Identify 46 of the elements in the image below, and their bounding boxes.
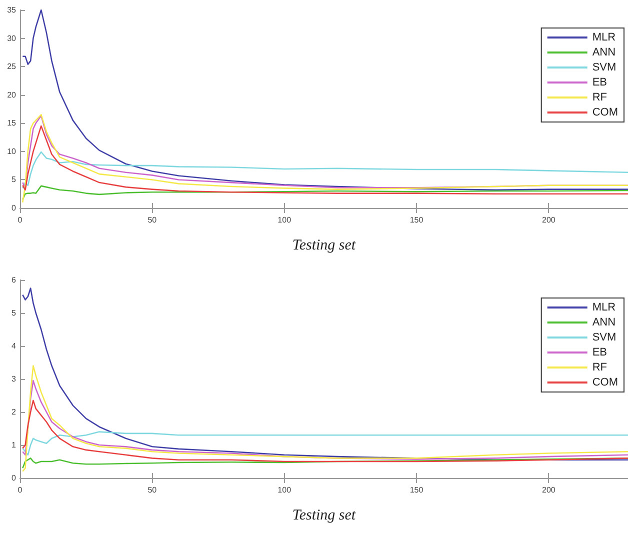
y-tick-label: 3 — [12, 374, 17, 384]
legend-label: RF — [592, 362, 608, 374]
legend-label: SVM — [592, 332, 616, 344]
line-series — [22, 151, 628, 189]
legend-label: SVM — [592, 62, 616, 74]
line-series — [22, 185, 628, 200]
x-axis-title: Testing set — [292, 238, 356, 254]
y-tick-label: 2 — [12, 408, 17, 416]
x-axis-title: Testing set — [292, 508, 356, 524]
x-tick-label: 100 — [278, 486, 292, 494]
line-series — [22, 400, 628, 462]
x-tick-label: 0 — [18, 216, 23, 224]
y-tick-label: 5 — [12, 308, 17, 318]
y-tick-label: 0 — [12, 474, 17, 482]
x-tick-label: 200 — [542, 216, 556, 224]
legend-label: MLR — [592, 32, 616, 44]
x-tick-label: 0 — [18, 486, 23, 494]
line-series — [22, 431, 628, 456]
y-tick-label: 30 — [7, 34, 17, 43]
legend-label: EB — [592, 346, 608, 358]
line-series — [22, 9, 628, 191]
y-tick-label: 0 — [12, 204, 17, 212]
legend-label: EB — [592, 76, 608, 88]
line-series — [22, 114, 628, 203]
x-tick-label: 50 — [148, 216, 158, 224]
legend-label: ANN — [592, 46, 616, 58]
x-tick-label: 100 — [278, 216, 292, 224]
legend-label: COM — [592, 106, 618, 118]
y-tick-label: 20 — [7, 90, 17, 100]
y-tick-label: 10 — [7, 146, 17, 156]
y-tick-label: 15 — [7, 118, 17, 128]
x-tick-label: 150 — [410, 216, 424, 224]
y-tick-label: 4 — [12, 342, 17, 350]
y-tick-label: 1 — [12, 440, 17, 450]
legend-label: ANN — [592, 316, 616, 328]
y-tick-label: 35 — [7, 6, 17, 14]
y-tick-label: 5 — [12, 175, 17, 184]
y-tick-label: 25 — [7, 62, 17, 72]
y-tick-label: 6 — [12, 276, 17, 284]
legend-label: COM — [592, 376, 618, 388]
legend-label: MLR — [592, 302, 616, 314]
legend-label: RF — [592, 92, 608, 104]
x-tick-label: 200 — [542, 486, 556, 494]
x-tick-label: 150 — [410, 486, 424, 494]
line-series — [22, 125, 628, 195]
x-tick-label: 50 — [148, 486, 158, 494]
